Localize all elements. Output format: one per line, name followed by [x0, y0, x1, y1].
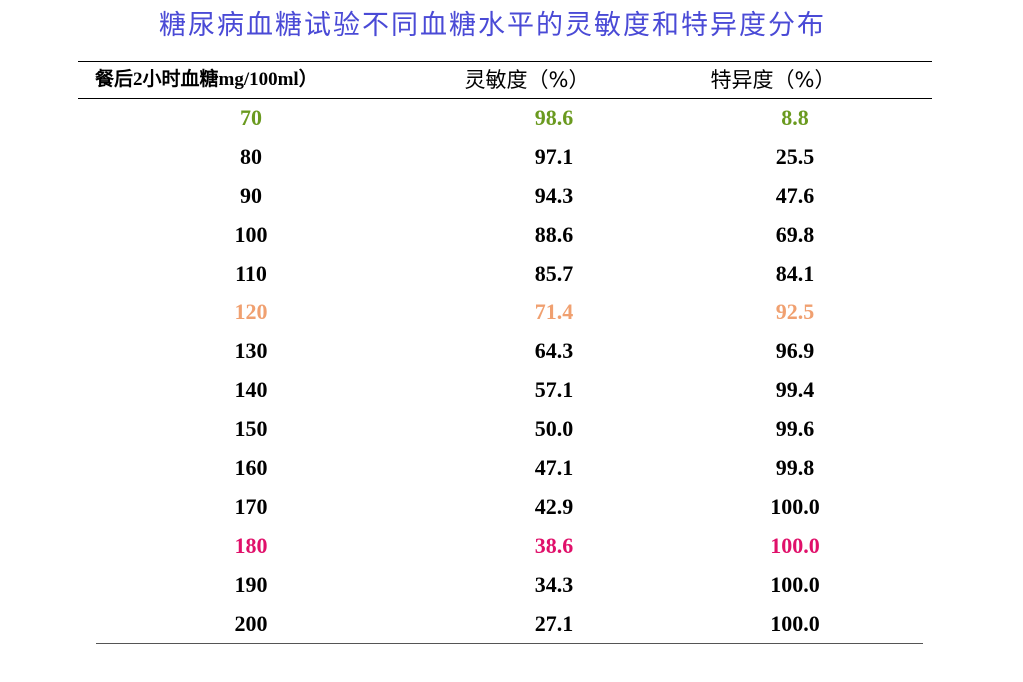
cell-sensitivity: 34.3: [534, 571, 574, 597]
cell-glucose: 120: [234, 299, 268, 325]
cell-specificity: 100.0: [770, 493, 820, 519]
cell-specificity: 84.1: [775, 260, 815, 286]
table-bottom-rule: [96, 643, 923, 644]
table-row: 160 47.1 99.8: [0, 449, 1023, 488]
table-body: 70 98.6 8.8 80 97.1 25.5 90 94.3 47.6 100 88.6 69.8…: [0, 99, 1023, 643]
cell-sensitivity: 50.0: [534, 416, 574, 442]
table-row: 180 38.6 100.0: [0, 527, 1023, 566]
cell-glucose: 170: [234, 493, 268, 519]
table-row: 70 98.6 8.8: [0, 99, 1023, 138]
cell-sensitivity: 94.3: [534, 182, 574, 208]
cell-glucose: 130: [234, 338, 268, 364]
table-row: 140 57.1 99.4: [0, 371, 1023, 410]
cell-glucose: 140: [234, 377, 268, 403]
page-title: 糖尿病血糖试验不同血糖水平的灵敏度和特异度分布: [159, 10, 826, 41]
cell-specificity: 47.6: [775, 182, 815, 208]
cell-specificity: 100.0: [770, 532, 820, 558]
cell-specificity: 8.8: [781, 105, 809, 130]
cell-glucose: 150: [234, 416, 268, 442]
cell-specificity: 99.4: [775, 377, 815, 403]
header-sensitivity: 灵敏度（%）: [464, 68, 590, 92]
table-row: 110 85.7 84.1: [0, 255, 1023, 294]
cell-sensitivity: 88.6: [534, 221, 574, 247]
cell-glucose: 160: [234, 455, 268, 481]
cell-specificity: 99.8: [775, 455, 815, 481]
cell-sensitivity: 98.6: [534, 105, 574, 130]
table-row: 190 34.3 100.0: [0, 566, 1023, 605]
table-row: 130 64.3 96.9: [0, 332, 1023, 371]
table-row: 100 88.6 69.8: [0, 216, 1023, 255]
table-top-rule: [78, 61, 932, 62]
cell-sensitivity: 38.6: [534, 532, 574, 558]
cell-specificity: 69.8: [775, 221, 815, 247]
table-header: 餐后2小时血糖mg/100ml） 灵敏度（%） 特异度（%）: [0, 62, 1023, 98]
cell-glucose: 110: [235, 260, 267, 286]
cell-glucose: 70: [240, 105, 262, 130]
cell-specificity: 99.6: [775, 416, 815, 442]
cell-specificity: 100.0: [770, 610, 820, 636]
cell-glucose: 90: [240, 182, 262, 208]
cell-specificity: 96.9: [775, 338, 815, 364]
table-row: 170 42.9 100.0: [0, 488, 1023, 527]
cell-sensitivity: 71.4: [534, 299, 574, 325]
cell-glucose: 180: [234, 532, 268, 558]
cell-glucose: 190: [234, 571, 268, 597]
cell-glucose: 100: [234, 221, 268, 247]
cell-specificity: 25.5: [775, 143, 815, 169]
header-specificity: 特异度（%）: [710, 68, 836, 92]
table-row: 80 97.1 25.5: [0, 138, 1023, 177]
cell-sensitivity: 27.1: [534, 610, 574, 636]
cell-sensitivity: 57.1: [534, 377, 574, 403]
table-row: 120 71.4 92.5: [0, 293, 1023, 332]
cell-glucose: 200: [234, 610, 268, 636]
table-row: 200 27.1 100.0: [0, 605, 1023, 644]
table-header-rule: [78, 98, 932, 99]
cell-sensitivity: 64.3: [534, 338, 574, 364]
cell-specificity: 100.0: [770, 571, 820, 597]
cell-sensitivity: 47.1: [534, 455, 574, 481]
table-row: 150 50.0 99.6: [0, 410, 1023, 449]
header-glucose: 餐后2小时血糖mg/100ml）: [95, 69, 318, 90]
cell-glucose: 80: [240, 143, 262, 169]
cell-sensitivity: 42.9: [534, 493, 574, 519]
cell-sensitivity: 97.1: [534, 143, 574, 169]
cell-specificity: 92.5: [775, 299, 815, 325]
table-row: 90 94.3 47.6: [0, 177, 1023, 216]
cell-sensitivity: 85.7: [534, 260, 574, 286]
